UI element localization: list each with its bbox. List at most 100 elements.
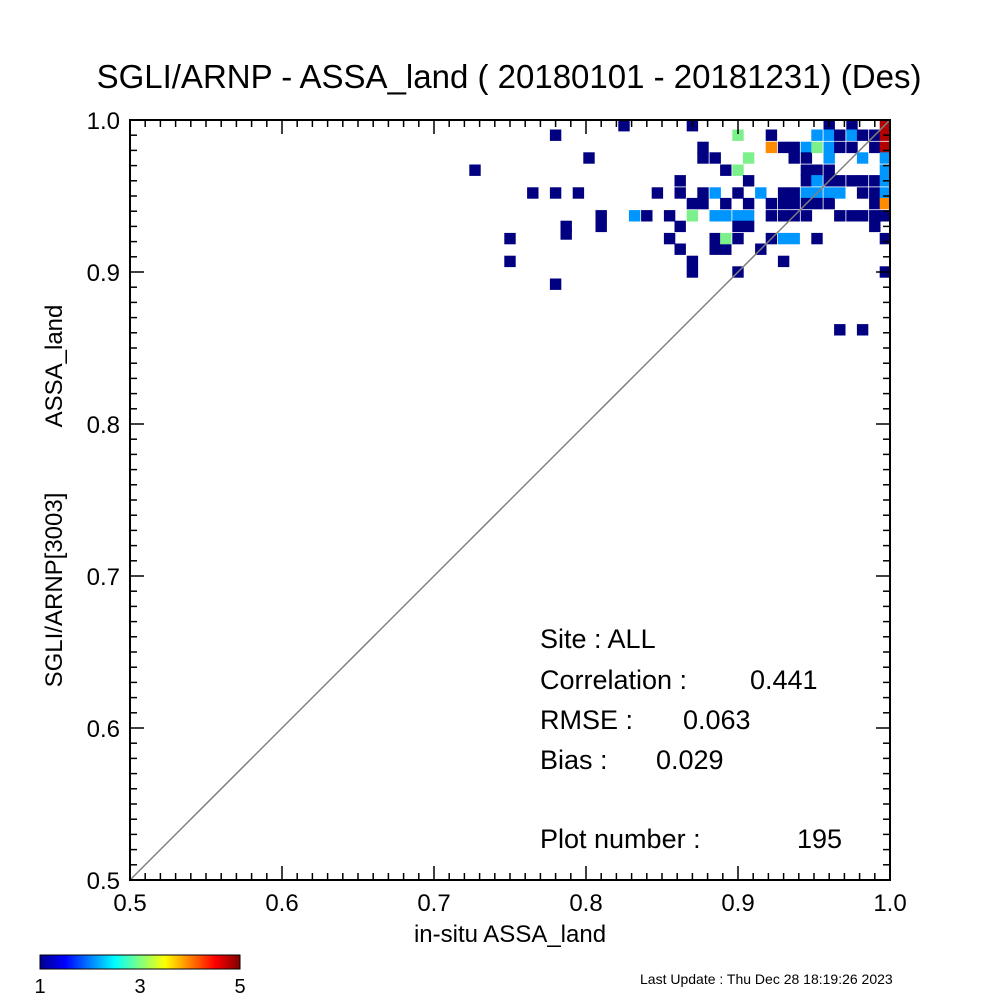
density-bin	[777, 187, 790, 199]
density-bin	[674, 187, 686, 199]
colorbar-label-min: 1	[34, 976, 45, 998]
density-bin	[846, 129, 858, 141]
density-bin	[800, 152, 813, 164]
correlation-value: 0.441	[750, 665, 818, 695]
y-tick-label: 0.6	[87, 716, 120, 743]
plot-number-label: Plot number :	[540, 824, 701, 854]
density-bin	[777, 197, 790, 210]
y-tick-label: 1.0	[87, 108, 120, 135]
density-bin	[879, 152, 890, 164]
density-bin	[595, 220, 607, 233]
density-bin	[549, 129, 562, 141]
density-bin	[879, 232, 890, 245]
chart-title: SGLI/ARNP - ASSA_land ( 20180101 - 20181…	[97, 58, 922, 95]
x-tick-label: 0.7	[417, 890, 450, 917]
y-tick-label: 0.5	[87, 868, 120, 895]
colorbar-label-max: 5	[234, 976, 245, 998]
density-bin	[879, 141, 890, 154]
density-bin	[869, 141, 881, 154]
plot-number-value: 195	[797, 824, 842, 854]
density-bin	[823, 152, 835, 164]
density-bin	[674, 220, 686, 233]
density-bin	[869, 175, 881, 187]
density-bin	[663, 232, 676, 245]
y-tick-label: 0.7	[87, 564, 120, 591]
rmse-label: RMSE :	[540, 705, 633, 735]
density-bin	[527, 187, 539, 199]
density-bin	[823, 129, 835, 141]
density-bins	[469, 120, 890, 336]
x-axis-label: in-situ ASSA_land	[414, 921, 606, 948]
density-bin	[732, 210, 744, 222]
density-bin	[811, 175, 823, 187]
density-bin	[732, 220, 744, 233]
density-bin	[732, 232, 744, 245]
density-bin	[709, 243, 721, 255]
density-bin	[765, 141, 778, 154]
density-bin	[720, 210, 732, 222]
density-bin	[823, 197, 835, 210]
density-bin	[823, 187, 835, 199]
density-bin	[765, 129, 778, 141]
density-bin	[811, 129, 823, 141]
density-bin	[879, 164, 890, 176]
density-bin	[618, 120, 630, 132]
density-bin	[697, 141, 709, 154]
density-bin	[834, 175, 846, 187]
y-axis-label-secondary: ASSA_land	[41, 305, 68, 428]
density-bin	[856, 152, 869, 164]
density-bin	[856, 175, 869, 187]
density-bin	[800, 187, 813, 199]
density-bin	[788, 152, 800, 164]
x-tick-label: 0.6	[265, 890, 298, 917]
density-bin	[549, 187, 562, 199]
x-tick-label: 0.5	[113, 890, 146, 917]
density-bin	[879, 197, 890, 210]
density-bin	[788, 232, 800, 245]
colorbar-label-mid: 3	[134, 976, 145, 998]
density-bin	[628, 210, 641, 222]
density-bin	[504, 255, 516, 268]
bias-label: Bias :	[540, 745, 608, 775]
bias-value: 0.029	[656, 745, 724, 775]
density-bin	[674, 243, 686, 255]
density-bin	[823, 164, 835, 176]
density-bin	[811, 197, 823, 210]
density-bin	[572, 187, 585, 199]
axis-ticks: 0.5 0.6 0.7 0.8 0.9 1.0 0.5 0.6 0.7 0.8 0.9 1.0	[87, 108, 907, 917]
density-bin	[834, 324, 846, 336]
site-label: Site : ALL	[540, 624, 656, 654]
density-bin	[869, 187, 881, 199]
correlation-label: Correlation :	[540, 665, 687, 695]
density-bin	[709, 152, 721, 164]
density-bin	[879, 187, 890, 199]
density-bin	[788, 187, 800, 199]
y-tick-label: 0.9	[87, 260, 120, 287]
density-bin	[846, 120, 858, 132]
x-tick-label: 0.8	[569, 890, 602, 917]
density-bin	[856, 210, 869, 222]
density-bin	[788, 141, 800, 154]
density-bin	[800, 141, 813, 154]
density-bin	[720, 243, 732, 255]
density-bin	[811, 232, 823, 245]
density-bin	[742, 175, 755, 187]
density-bin	[651, 187, 664, 199]
y-tick-label: 0.8	[87, 412, 120, 439]
density-bin	[732, 187, 744, 199]
rmse-value: 0.063	[683, 705, 751, 735]
density-bin	[697, 187, 709, 199]
density-bin	[755, 187, 767, 199]
density-bin	[686, 266, 699, 278]
density-bin	[823, 141, 835, 154]
density-bin	[800, 164, 813, 176]
density-bin	[834, 129, 846, 141]
density-bin	[879, 210, 890, 222]
density-bin	[856, 324, 869, 336]
x-tick-label: 0.9	[721, 890, 754, 917]
density-bin	[834, 187, 846, 199]
density-bin	[686, 210, 699, 222]
density-bin	[846, 141, 858, 154]
density-bin	[846, 175, 858, 187]
